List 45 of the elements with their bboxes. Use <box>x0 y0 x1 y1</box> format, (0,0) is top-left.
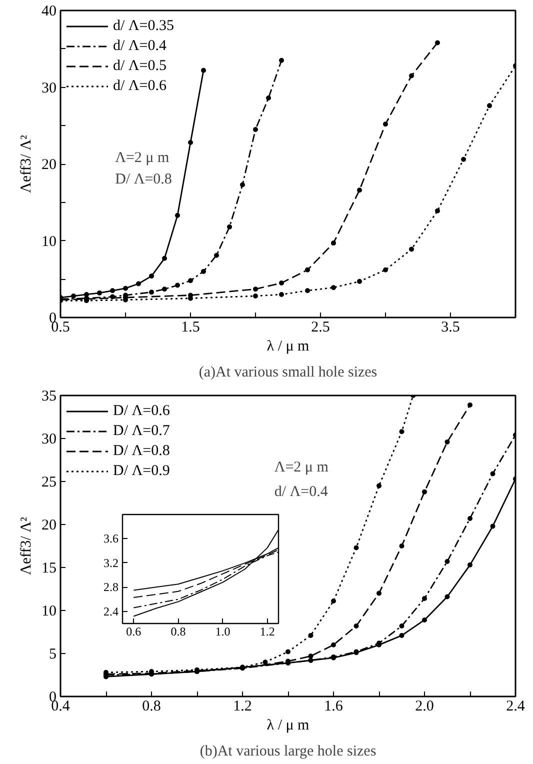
y-tick-label: 5 <box>49 646 56 662</box>
x-tick-label: 1.6 <box>324 698 344 714</box>
x-tick-label: 0.8 <box>142 698 161 714</box>
legend-label: d/ Λ=0.4 <box>113 38 167 54</box>
x-tick-label: 1.2 <box>233 698 252 714</box>
y-tick-label: 20 <box>42 157 56 173</box>
text: (b)At various large hole sizes <box>200 744 376 760</box>
legend-label: D/ Λ=0.9 <box>113 462 170 480</box>
x-tick-label: 2.5 <box>311 320 330 336</box>
y-axis-title: Λeff3/ Λ² <box>18 516 34 576</box>
y-tick-label: 15 <box>42 560 56 576</box>
annotation: Λ=2 μ m <box>274 460 329 476</box>
y-tick-label: 20 <box>42 518 56 534</box>
annotation: Λ=2 μ m <box>115 150 170 166</box>
x-axis-title: λ / μ m <box>266 718 310 734</box>
y-axis-title: Λeff3/ Λ² <box>18 134 34 194</box>
y-tick-label: 30 <box>42 80 56 96</box>
y-tick-label: 25 <box>42 474 56 490</box>
x-tick-label: 3.5 <box>441 320 460 336</box>
x-tick-label: 0.8 <box>170 624 186 638</box>
legend-label: D/ Λ=0.6 <box>113 402 170 420</box>
y-tick-label: 40 <box>42 4 56 20</box>
x-tick-label: 1.0 <box>215 624 230 638</box>
x-tick-label: 2.0 <box>415 698 434 714</box>
text: (a)At various small hole sizes <box>198 364 378 380</box>
y-tick-label: 10 <box>42 604 56 620</box>
x-tick-label: 2.4 <box>506 698 526 714</box>
y-tick-label: 2.4 <box>104 604 118 618</box>
y-tick-label: 35 <box>42 388 56 404</box>
annotation: d/ Λ=0.4 <box>274 484 328 500</box>
y-tick-label: 3.2 <box>104 556 118 570</box>
y-tick-label: 2.8 <box>104 580 118 594</box>
y-tick-label: 3.6 <box>104 532 118 546</box>
legend-label: D/ Λ=0.7 <box>113 422 170 440</box>
legend-label: d/ Λ=0.6 <box>113 78 167 94</box>
legend-label: D/ Λ=0.8 <box>113 442 170 460</box>
x-tick-label: 0.6 <box>126 624 142 638</box>
legend-label: d/ Λ=0.35 <box>113 18 174 34</box>
y-tick-label: 10 <box>42 234 56 250</box>
annotation: D/ Λ=0.8 <box>115 171 172 188</box>
y-tick-label: 30 <box>42 432 56 448</box>
x-axis-title: λ / μ m <box>266 338 310 354</box>
x-tick-label: 1.2 <box>260 624 275 638</box>
legend-label: d/ Λ=0.5 <box>113 58 167 74</box>
x-tick-label: 1.5 <box>181 320 200 336</box>
